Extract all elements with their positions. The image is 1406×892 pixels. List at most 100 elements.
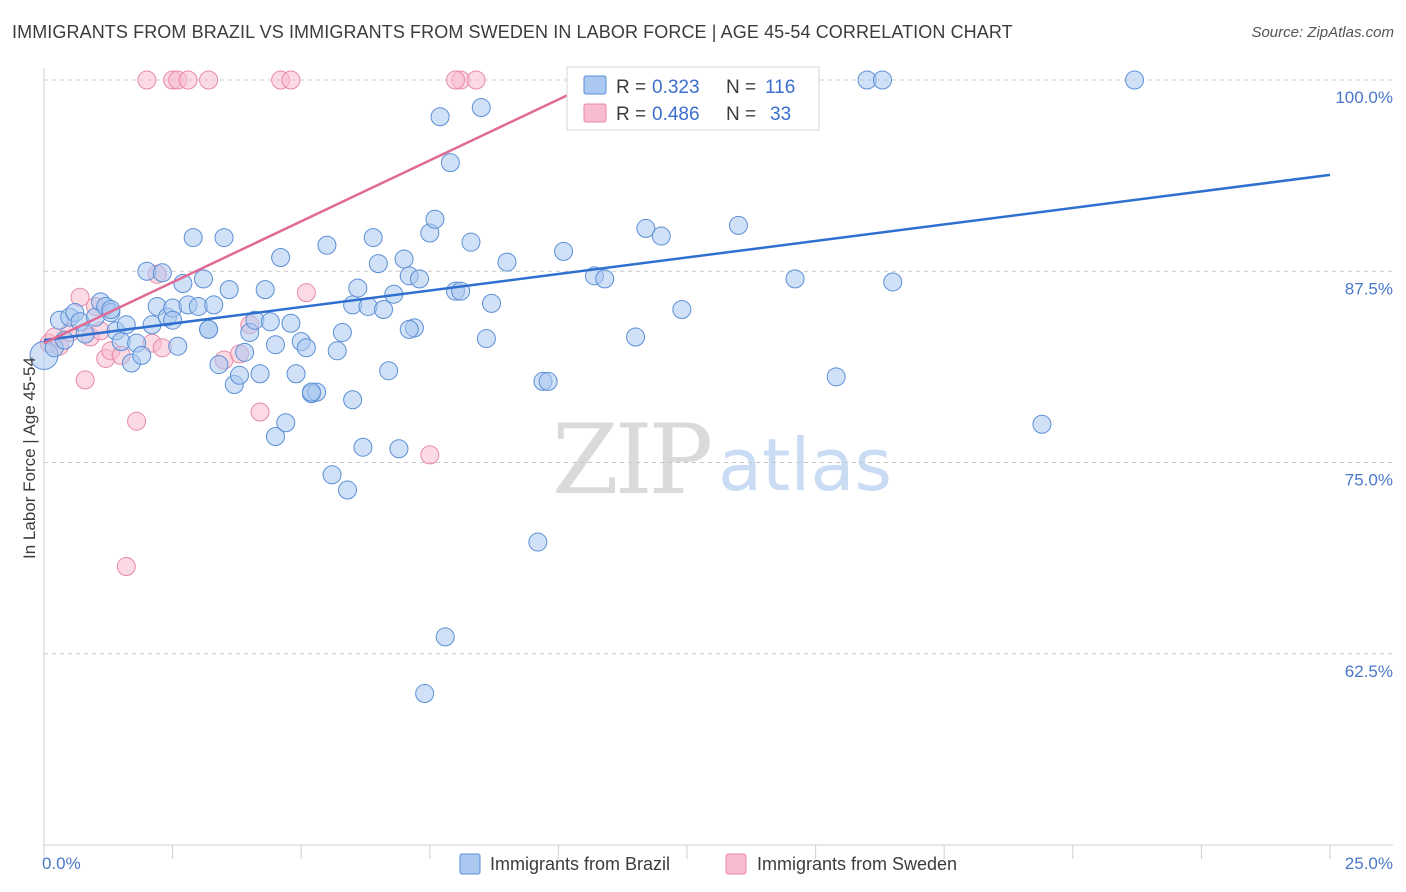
brazil-point-82 bbox=[482, 293, 502, 313]
sweden-point-25 bbox=[250, 402, 270, 422]
brazil-point-27 bbox=[183, 228, 203, 248]
brazil-point-74 bbox=[430, 107, 450, 127]
brazil-point-81 bbox=[476, 329, 496, 349]
brazil-point-94 bbox=[672, 300, 692, 319]
brazil-point-73 bbox=[425, 209, 445, 229]
brazil-point-46 bbox=[281, 313, 301, 333]
brazil-point-55 bbox=[332, 322, 352, 342]
brazil-point-107 bbox=[199, 319, 219, 339]
brazil-point-86 bbox=[538, 371, 558, 391]
sweden-point-29 bbox=[420, 445, 440, 465]
brazil-point-52 bbox=[317, 235, 337, 255]
legend-sweden-n-value: 33 bbox=[770, 104, 791, 125]
sweden-point-27 bbox=[281, 70, 301, 90]
trend-lines bbox=[43, 78, 1331, 345]
brazil-point-45 bbox=[276, 413, 296, 433]
legend-sweden-r-value: 0.486 bbox=[652, 104, 700, 125]
legend-brazil-swatch bbox=[583, 75, 607, 95]
brazil-point-17 bbox=[132, 345, 152, 365]
y-axis-label: In Labor Force | Age 45-54 bbox=[20, 357, 39, 559]
brazil-point-93 bbox=[651, 226, 671, 246]
brazil-point-64 bbox=[379, 361, 399, 381]
brazil-point-34 bbox=[219, 280, 239, 300]
y-tick-label-3: 62.5% bbox=[1345, 662, 1393, 681]
brazil-point-87 bbox=[554, 241, 574, 261]
sweden-point-12 bbox=[116, 557, 136, 577]
legend-brazil-r-label: R = bbox=[616, 77, 646, 98]
legend-sweden-r-label: R = bbox=[616, 104, 646, 125]
legend-brazil-n-label: N = bbox=[726, 77, 756, 98]
brazil-point-36 bbox=[229, 365, 249, 385]
sweden-point-5 bbox=[75, 370, 95, 390]
legend-box bbox=[566, 66, 820, 131]
sweden-point-32 bbox=[446, 70, 466, 90]
brazil-point-102 bbox=[883, 272, 903, 292]
brazil-point-75 bbox=[435, 627, 455, 647]
brazil-point-71 bbox=[415, 684, 435, 704]
brazil-point-96 bbox=[728, 215, 748, 235]
brazil-points bbox=[29, 70, 1145, 704]
brazil-point-70 bbox=[410, 269, 430, 289]
x-tick-min: 0.0% bbox=[42, 854, 81, 873]
brazil-point-40 bbox=[250, 364, 270, 384]
brazil-point-24 bbox=[168, 336, 188, 356]
brazil-point-49 bbox=[296, 338, 316, 358]
sweden-point-14 bbox=[137, 70, 157, 90]
brazil-point-109 bbox=[301, 382, 321, 402]
sweden-point-21 bbox=[199, 70, 219, 90]
brazil-point-99 bbox=[826, 367, 846, 387]
watermark: ZIP atlas bbox=[552, 404, 892, 516]
bottom-legend-brazil-label: Immigrants from Brazil bbox=[490, 854, 670, 874]
brazil-point-111 bbox=[399, 319, 419, 339]
brazil-point-106 bbox=[163, 310, 183, 330]
brazil-point-80 bbox=[471, 98, 491, 118]
brazil-point-62 bbox=[368, 254, 388, 274]
legend-brazil-r-value: 0.323 bbox=[652, 77, 700, 98]
brazil-point-104 bbox=[1125, 70, 1145, 90]
y-tick-label-1: 87.5% bbox=[1345, 279, 1393, 298]
bottom-legend-sweden-label: Immigrants from Sweden bbox=[757, 854, 957, 874]
y-tick-labels: 100.0% 87.5% 75.0% 62.5% bbox=[1335, 88, 1393, 681]
brazil-point-54 bbox=[327, 341, 347, 361]
brazil-point-90 bbox=[626, 327, 646, 347]
watermark-zip: ZIP bbox=[552, 404, 711, 516]
source-label: Source: ZipAtlas.com bbox=[1251, 24, 1394, 41]
brazil-point-98 bbox=[785, 269, 805, 289]
y-tick-label-2: 75.0% bbox=[1345, 471, 1393, 490]
brazil-point-53 bbox=[322, 465, 342, 485]
sweden-trend-line bbox=[43, 78, 601, 345]
legend-brazil-n-value: 116 bbox=[765, 77, 795, 98]
brazil-point-110 bbox=[343, 390, 363, 410]
brazil-point-42 bbox=[260, 312, 280, 332]
brazil-point-43 bbox=[265, 426, 285, 446]
brazil-point-21 bbox=[152, 263, 172, 283]
legend-sweden-n-label: N = bbox=[726, 104, 756, 125]
brazil-point-29 bbox=[193, 269, 213, 289]
sweden-point-31 bbox=[466, 70, 486, 90]
brazil-point-63 bbox=[374, 300, 394, 319]
axes bbox=[43, 68, 1393, 859]
brazil-point-79 bbox=[461, 232, 481, 252]
watermark-atlas: atlas bbox=[718, 423, 892, 507]
brazil-point-32 bbox=[209, 355, 229, 375]
x-tick-max: 25.0% bbox=[1345, 854, 1393, 873]
brazil-trend-line bbox=[43, 173, 1331, 342]
brazil-point-83 bbox=[497, 252, 517, 272]
brazil-point-91 bbox=[636, 218, 656, 238]
brazil-point-41 bbox=[255, 280, 275, 300]
bottom-legend-brazil-swatch bbox=[459, 853, 481, 875]
brazil-point-31 bbox=[204, 295, 224, 315]
brazil-point-67 bbox=[394, 249, 414, 269]
bottom-legend-sweden-swatch bbox=[725, 853, 747, 875]
correlation-legend: R = 0.323 N = 116 R = 0.486 N = 33 bbox=[566, 66, 820, 131]
brazil-point-84 bbox=[528, 532, 548, 552]
brazil-point-101 bbox=[872, 70, 892, 90]
brazil-point-89 bbox=[595, 269, 615, 289]
brazil-point-47 bbox=[286, 364, 306, 384]
brazil-point-76 bbox=[440, 153, 460, 173]
brazil-point-44 bbox=[271, 247, 291, 267]
brazil-point-33 bbox=[214, 228, 234, 248]
brazil-point-103 bbox=[1032, 414, 1052, 434]
sweden-point-20 bbox=[178, 70, 198, 90]
